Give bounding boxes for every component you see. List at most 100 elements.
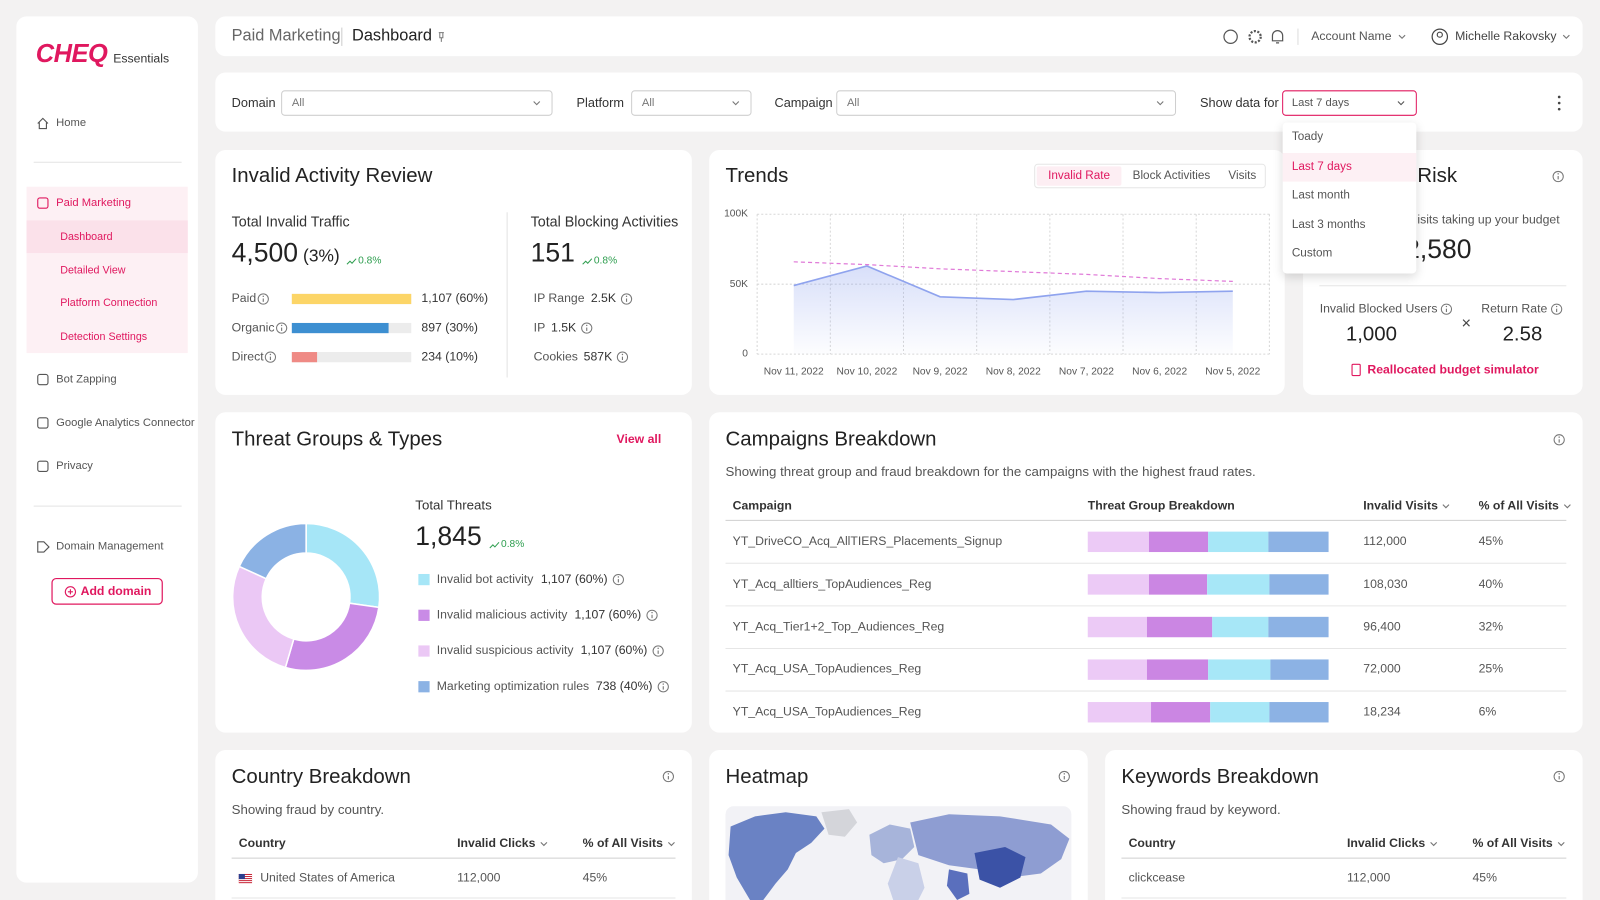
y-tick-label: 50K (729, 278, 748, 290)
nav-item[interactable]: Bot Zapping (56, 373, 117, 386)
info-dot (651, 611, 653, 614)
date-option[interactable]: Last 3 months (1291, 218, 1366, 231)
legend-label: Invalid bot activity (436, 571, 534, 586)
stacked-bar-segment (1208, 531, 1269, 553)
legend-label: Marketing optimization rules (436, 678, 590, 693)
column-header[interactable]: Invalid Clicks (457, 835, 536, 851)
chevron-icon (1156, 101, 1164, 106)
filter-select (281, 90, 553, 116)
date-option[interactable]: Custom (1291, 247, 1333, 260)
table-cell: clickcease (1128, 870, 1186, 885)
brand-logo: CHEQ (35, 39, 108, 68)
flag-canton (238, 873, 245, 880)
filter-value[interactable]: All (641, 96, 655, 109)
home-icon (37, 117, 49, 130)
view-all-link[interactable]: View all (616, 431, 662, 447)
metric-label: Invalid Blocked Users (1319, 301, 1438, 316)
column-header[interactable]: % of All Visits (1472, 835, 1553, 851)
column-header[interactable]: % of All Visits (1478, 498, 1559, 513)
stacked-bar-segment (1151, 702, 1211, 723)
area (793, 266, 1233, 355)
budget-simulator-link[interactable]: Reallocated budget simulator (1367, 362, 1539, 377)
flag-stripe (238, 881, 253, 883)
trend-up-icon (489, 542, 500, 549)
map-region (821, 809, 858, 837)
bar-value-label: 1,107 (60%) (421, 290, 489, 306)
user-menu[interactable]: Michelle Rakovsky (1455, 28, 1557, 43)
nav-item[interactable]: Domain Management (56, 540, 164, 553)
stacked-bar-segment (1146, 659, 1209, 680)
table-cell: 25% (1478, 661, 1504, 676)
blocking-label: Cookies (533, 349, 578, 364)
stacked-bar-segment (1208, 659, 1271, 680)
filter-value[interactable]: All (291, 96, 305, 109)
donut-segment (284, 602, 380, 672)
info-icon (264, 351, 277, 363)
metric-value: 1,845 (415, 520, 482, 552)
kebab-dot (1557, 95, 1561, 99)
info-circle (1551, 303, 1563, 315)
breadcrumb[interactable]: Paid Marketing (231, 27, 341, 45)
add-domain-label[interactable]: Add domain (80, 583, 152, 599)
line-series (793, 265, 1233, 301)
chevron-icon (1430, 841, 1438, 847)
filter-value[interactable]: All (846, 96, 860, 109)
nav-item[interactable]: Google Analytics Connector (56, 416, 195, 429)
nav-item[interactable]: Privacy (56, 459, 93, 473)
tab[interactable]: Visits (1228, 169, 1257, 182)
date-select-value[interactable]: Last 7 days (1291, 96, 1350, 109)
chevron-icon (1397, 101, 1405, 106)
chevron-icon (1562, 34, 1570, 40)
kebab-dot (1557, 101, 1561, 105)
info-dot (1555, 305, 1558, 308)
nav-subitem[interactable]: Detection Settings (60, 330, 148, 343)
nav-subitem[interactable]: Detailed View (60, 263, 126, 277)
legend-value: 1,107 (60%) (540, 571, 608, 586)
date-option[interactable]: Toady (1291, 131, 1324, 144)
nav-item[interactable]: Home (56, 117, 87, 130)
info-dot (662, 683, 664, 685)
flag-stripe (238, 879, 253, 881)
tab[interactable]: Invalid Rate (1048, 169, 1111, 182)
table-cell: 112,000 (1346, 870, 1391, 885)
blocking-label: IP (533, 320, 546, 335)
account-menu[interactable]: Account Name (1311, 28, 1392, 43)
bar (291, 352, 318, 363)
card-subtitle: Showing fraud by country. (231, 801, 385, 817)
info-circle (646, 609, 658, 621)
flag-stripe (238, 877, 253, 879)
x-tick-label: Nov 5, 2022 (1205, 366, 1261, 378)
date-option[interactable]: Last 7 days (1291, 160, 1352, 173)
table-cell: YT_Acq_Tier1+2_Top_Audiences_Reg (732, 618, 945, 634)
metric-value: 151 (530, 236, 575, 268)
info-dot (1063, 773, 1065, 775)
x-tick-label: Nov 8, 2022 (985, 366, 1041, 378)
nav-subitem[interactable]: Dashboard (60, 230, 113, 243)
legend-label: Invalid suspicious activity (436, 642, 574, 658)
bar-value-label: 897 (30%) (421, 320, 478, 335)
info-dot (1445, 305, 1448, 308)
tab-active-bg (1036, 166, 1122, 186)
nav-section[interactable]: Paid Marketing (56, 196, 131, 209)
sidebar (16, 16, 198, 883)
blocking-label: IP Range (533, 290, 585, 306)
bar-value-label: 234 (10%) (421, 349, 478, 364)
x-tick-label: Nov 6, 2022 (1132, 366, 1188, 378)
stacked-bar-segment (1087, 659, 1147, 680)
column-header[interactable]: Invalid Visits (1363, 498, 1438, 513)
column-header[interactable]: % of All Visits (582, 835, 663, 851)
card-title: Country Breakdown (231, 765, 411, 789)
info-dot (586, 324, 588, 327)
column-header[interactable]: Invalid Clicks (1346, 835, 1426, 851)
tab[interactable]: Block Activities (1132, 169, 1211, 182)
info-icon (652, 645, 664, 657)
info-circle (257, 293, 269, 305)
table-cell: 45% (582, 870, 608, 885)
metric-label: Total Invalid Traffic (231, 213, 350, 230)
chevron-icon (1557, 841, 1565, 847)
date-option[interactable]: Last month (1291, 189, 1350, 202)
nav-icon (37, 460, 49, 472)
info-circle (1553, 770, 1565, 783)
nav-subitem[interactable]: Platform Connection (60, 297, 158, 310)
